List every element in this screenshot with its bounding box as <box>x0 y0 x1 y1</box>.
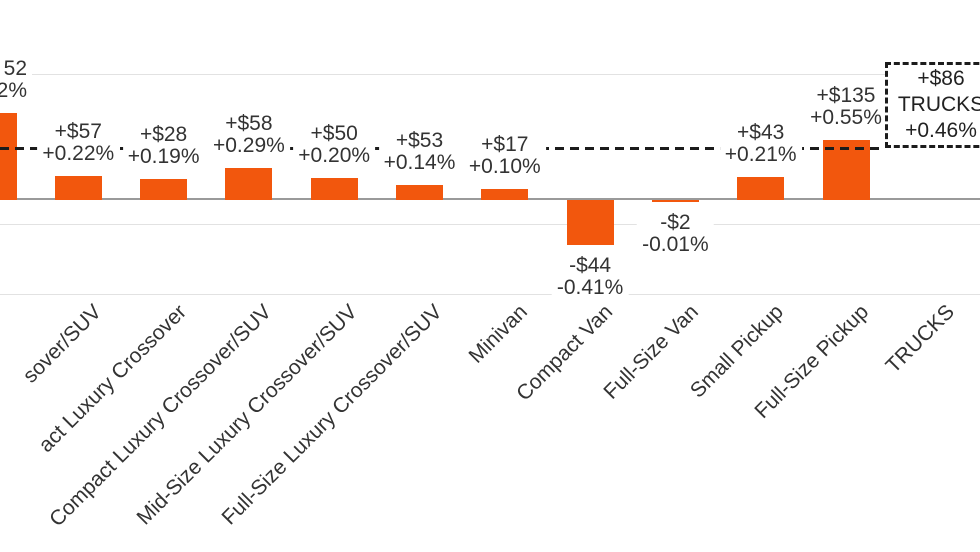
bar-value-label: +$53 +0.14% <box>378 129 461 174</box>
bar-pct-label: -0.41% <box>556 276 624 299</box>
bar-pct-label: 2% <box>0 79 27 102</box>
bar-value-label: +$17 +0.10% <box>463 133 546 178</box>
bar-pct-label: +0.10% <box>468 155 541 178</box>
gridline <box>0 224 980 225</box>
bar-dollar-label: +$17 <box>481 133 529 156</box>
bar-value-label: +$28 +0.19% <box>122 123 205 168</box>
bar-value-label: -$2 -0.01% <box>637 212 714 256</box>
bar-dollar-label: -$2 <box>660 211 691 234</box>
bar-dollar-label: +$58 <box>225 112 273 135</box>
bar <box>140 179 188 200</box>
bar-pct-label: +0.55% <box>810 106 882 129</box>
trucks-box-pct: +0.46% <box>905 119 977 142</box>
bar-dollar-label: +$43 <box>737 121 785 144</box>
trucks-box-dollar: +$86 <box>917 67 965 90</box>
bar-value-label: +$57 +0.22% <box>37 120 120 165</box>
bar-dollar-label: 52 <box>3 57 27 80</box>
gridline <box>0 74 980 75</box>
trucks-callout-box: +$86 TRUCKS +0.46% <box>885 62 980 148</box>
x-axis-label: TRUCKS <box>881 300 959 378</box>
bar-pct-label: +0.14% <box>383 151 456 174</box>
bar-pct-label: +0.22% <box>42 142 115 165</box>
bar <box>310 178 358 200</box>
bar-value-label: -$44 -0.41% <box>551 254 629 299</box>
x-axis-label: Minivan <box>464 300 533 368</box>
bar-value-label: +$50 +0.20% <box>293 122 376 167</box>
bar <box>737 177 785 200</box>
bar-pct-label: +0.29% <box>212 134 285 157</box>
bar-dollar-label: +$135 <box>816 84 876 107</box>
bar-value-label: +$58 +0.29% <box>207 112 290 157</box>
bar-pct-label: +0.20% <box>298 144 371 167</box>
bar <box>396 185 443 200</box>
bar <box>566 200 614 245</box>
bar-value-label: 52 2% <box>0 58 32 102</box>
bar-dollar-label: +$28 <box>139 123 188 146</box>
bar-pct-label: -0.01% <box>642 233 709 256</box>
bar <box>651 200 699 202</box>
bar-value-label: +$43 +0.21% <box>719 121 802 166</box>
gridline <box>0 294 980 295</box>
bar-dollar-label: +$50 <box>310 122 358 145</box>
bar-value-label: +$135 +0.55% <box>805 85 887 129</box>
bar-pct-label: +0.19% <box>127 145 200 168</box>
bar-dollar-label: +$53 <box>395 129 444 152</box>
trucks-box-title: TRUCKS <box>897 93 980 116</box>
bar <box>0 113 17 200</box>
bar <box>822 140 870 200</box>
bar-pct-label: +0.21% <box>724 143 797 166</box>
bar <box>225 168 273 200</box>
x-axis-label: act Luxury Crossover <box>34 300 192 457</box>
bar <box>54 176 102 200</box>
x-axis-label: sover/SUV <box>18 300 106 388</box>
bar <box>481 189 529 200</box>
bar-dollar-label: -$44 <box>569 254 612 277</box>
bar-dollar-label: +$57 <box>54 120 102 143</box>
